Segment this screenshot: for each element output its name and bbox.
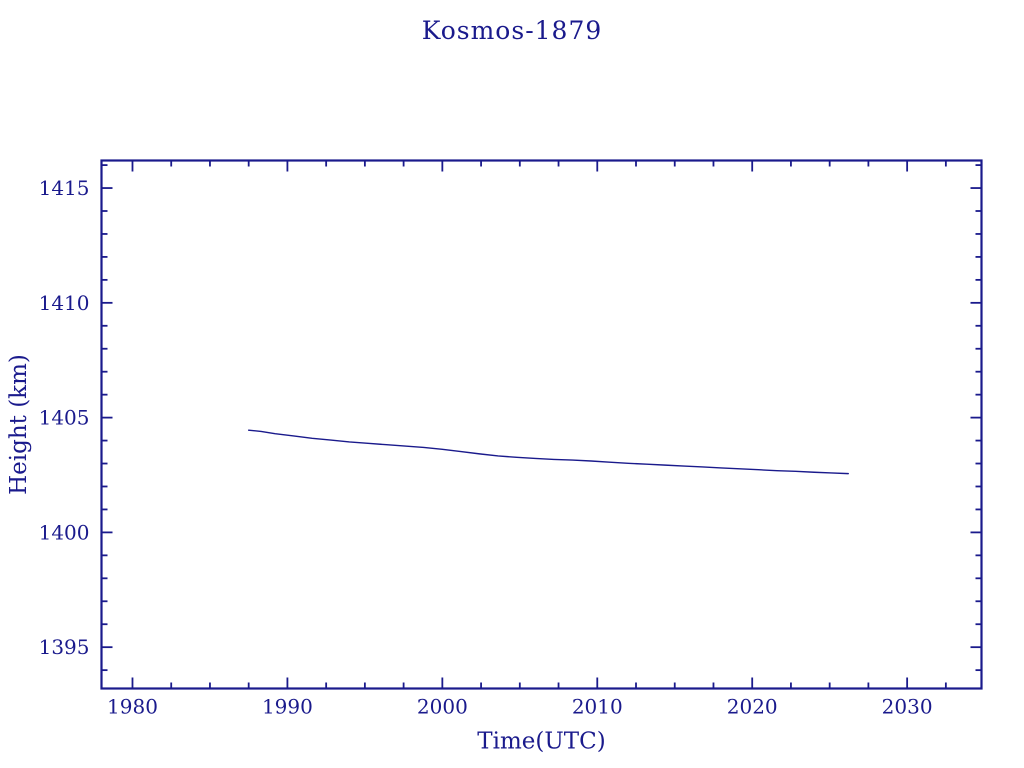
- x-tick-label: 2020: [727, 695, 778, 719]
- y-tick-label: 1400: [39, 520, 90, 544]
- y-tick-label: 1395: [39, 635, 90, 659]
- x-tick-label: 2000: [417, 695, 468, 719]
- plot-frame: [100, 159, 983, 690]
- y-tick-label: 1410: [39, 291, 90, 315]
- x-tick-label: 2010: [572, 695, 623, 719]
- y-axis-title: Height (km): [6, 354, 32, 495]
- chart-title: Kosmos-1879: [421, 16, 603, 45]
- x-axis-title: Time(UTC): [477, 729, 605, 755]
- data-line: [247, 429, 849, 475]
- x-tick-label: 1980: [107, 695, 158, 719]
- y-tick-label: 1415: [39, 176, 90, 200]
- x-tick-label: 1990: [262, 695, 313, 719]
- y-tick-label: 1405: [39, 406, 90, 430]
- x-tick-label: 2030: [882, 695, 933, 719]
